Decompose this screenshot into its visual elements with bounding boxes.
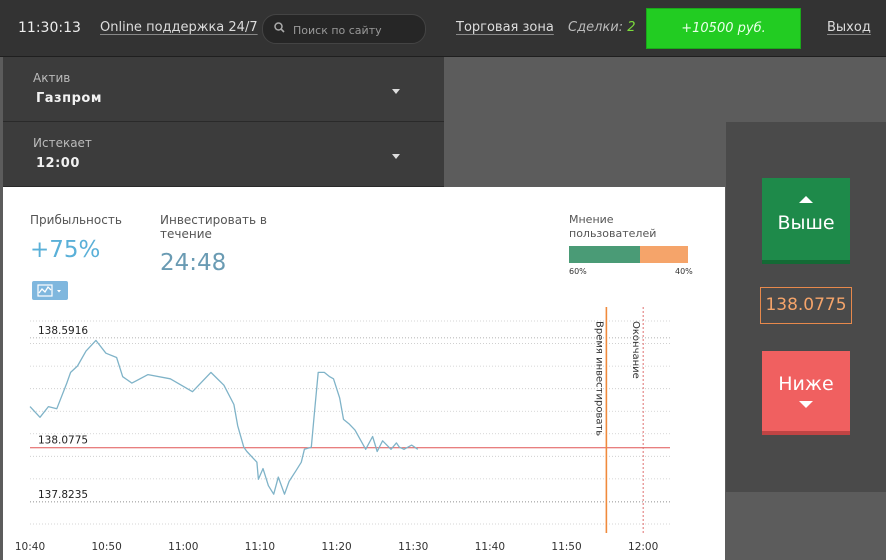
profit-label: Прибыльность (30, 213, 122, 227)
top-bar: 11:30:13 Online поддержка 24/7 Торговая … (0, 0, 886, 57)
expiry-label: Окончание (630, 321, 641, 379)
invest-label: Инвестировать в течение (160, 213, 267, 241)
chart-card: Прибыльность +75% Инвестировать в течени… (3, 187, 725, 560)
deals-counter[interactable]: Сделки: 2 (568, 0, 635, 56)
put-down-button[interactable]: Ниже (762, 351, 850, 435)
search-icon (274, 22, 285, 33)
arrow-down-icon (799, 401, 813, 408)
price-label: 138.0775 (38, 435, 88, 447)
opinion-label: Мнение пользователей (569, 213, 657, 240)
x-tick-label: 10:40 (15, 541, 45, 553)
x-tick-label: 12:00 (628, 541, 658, 553)
chevron-down-icon (392, 89, 400, 94)
put-down-label: Ниже (778, 373, 834, 395)
deals-count: 2 (627, 20, 636, 35)
price-series-line (29, 339, 419, 495)
current-price: 138.0775 (760, 287, 852, 324)
x-tick-label: 10:50 (92, 541, 122, 553)
chart-line-icon (37, 284, 61, 297)
call-up-label: Выше (777, 212, 835, 234)
expiry-selector[interactable]: Истекает 12:00 (3, 122, 444, 187)
asset-selector[interactable]: Актив Газпром (3, 57, 444, 122)
x-tick-label: 11:40 (475, 541, 505, 553)
support-link[interactable]: Online поддержка 24/7 (100, 20, 258, 35)
x-tick-label: 11:30 (398, 541, 428, 553)
call-up-button[interactable]: Выше (762, 178, 850, 264)
trade-zone-link[interactable]: Торговая зона (456, 20, 554, 35)
opinion-down-bar (640, 246, 688, 263)
asset-value: Газпром (36, 91, 102, 106)
price-label: 137.8235 (38, 489, 88, 501)
balance-button[interactable]: +10500 руб. (646, 8, 801, 49)
invest-timer: 24:48 (160, 250, 227, 276)
asset-label: Актив (33, 71, 71, 85)
invest-time-label: Время инвестировать (593, 321, 604, 436)
price-label: 138.5916 (38, 325, 88, 337)
x-tick-label: 11:20 (321, 541, 351, 553)
exit-link[interactable]: Выход (827, 20, 871, 35)
opinion-down-pct: 40% (675, 267, 693, 276)
deals-label: Сделки: (568, 20, 624, 35)
chevron-down-icon (392, 154, 400, 159)
expiry-value: 12:00 (36, 156, 80, 171)
profit-value: +75% (30, 237, 101, 263)
price-chart: 10:40 10:50 11:00 11:10 11:20 11:30 11:40 11:50… (15, 307, 670, 553)
expiry-label: Истекает (33, 136, 92, 150)
search-input[interactable] (291, 19, 419, 41)
search-box[interactable] (262, 14, 426, 44)
x-tick-label: 11:50 (551, 541, 581, 553)
chart-type-button[interactable] (32, 281, 68, 300)
arrow-up-icon (799, 196, 813, 203)
clock: 11:30:13 (18, 20, 81, 36)
opinion-up-bar (569, 246, 640, 263)
x-tick-label: 11:10 (245, 541, 275, 553)
opinion-up-pct: 60% (569, 267, 587, 276)
x-tick-label: 11:00 (168, 541, 198, 553)
